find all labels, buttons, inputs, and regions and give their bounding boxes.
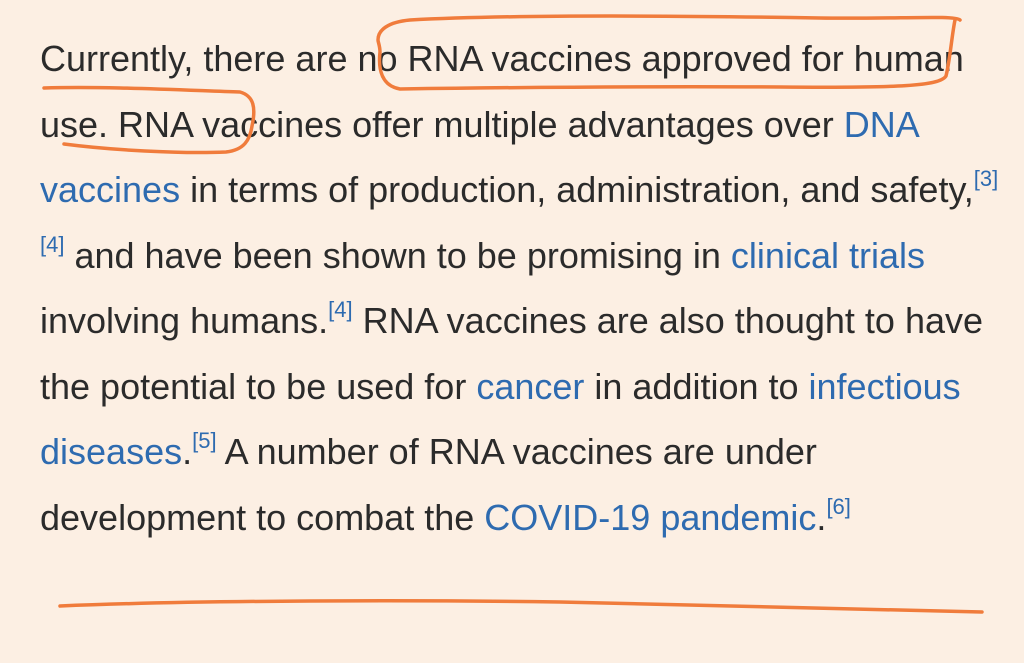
citation-group: [3] [4]: [40, 166, 998, 257]
citation-group: [5]: [192, 428, 216, 453]
link-cancer[interactable]: cancer: [476, 365, 585, 407]
citation-4[interactable]: [4]: [40, 231, 65, 257]
text-segment: no RNA vaccines approved for: [357, 38, 844, 79]
link-dna-vaccines[interactable]: DNA vaccines: [40, 103, 918, 211]
link-covid-19-pandemic[interactable]: COVID-19 pandemic: [484, 496, 817, 538]
hand-drawn-underline-annotation: [58, 599, 984, 614]
citation-3[interactable]: [3]: [973, 166, 999, 191]
citation-group: [6]: [826, 494, 850, 519]
text-segment: in addition to: [584, 365, 809, 407]
text-segment: .: [816, 496, 827, 538]
text-segment: Currently, there are: [40, 38, 358, 79]
text-segment: .: [182, 431, 193, 472]
citation-6[interactable]: [6]: [826, 493, 851, 519]
citation-group: [4]: [328, 297, 352, 322]
text-segment: in terms of production, administration, …: [180, 169, 974, 210]
citation-5[interactable]: [5]: [192, 428, 217, 453]
text-segment: A number of RNA vaccines are under: [216, 431, 817, 472]
link-infectious-diseases[interactable]: infectious diseases: [40, 365, 961, 473]
text-segment: RNA vaccines are also thought to have th…: [40, 300, 984, 407]
citation-4[interactable]: [4]: [328, 297, 353, 322]
link-clinical-trials[interactable]: clinical trials: [730, 234, 925, 276]
text-segment: RNA vaccines offer multiple advantages o…: [108, 103, 844, 145]
text-segment: and have been shown to be promising in: [64, 234, 731, 276]
text-segment: involving humans.: [40, 300, 329, 341]
article-paragraph: Currently, there are no RNA vaccines app…: [40, 26, 1015, 550]
text-segment: development to combat the: [40, 496, 485, 538]
